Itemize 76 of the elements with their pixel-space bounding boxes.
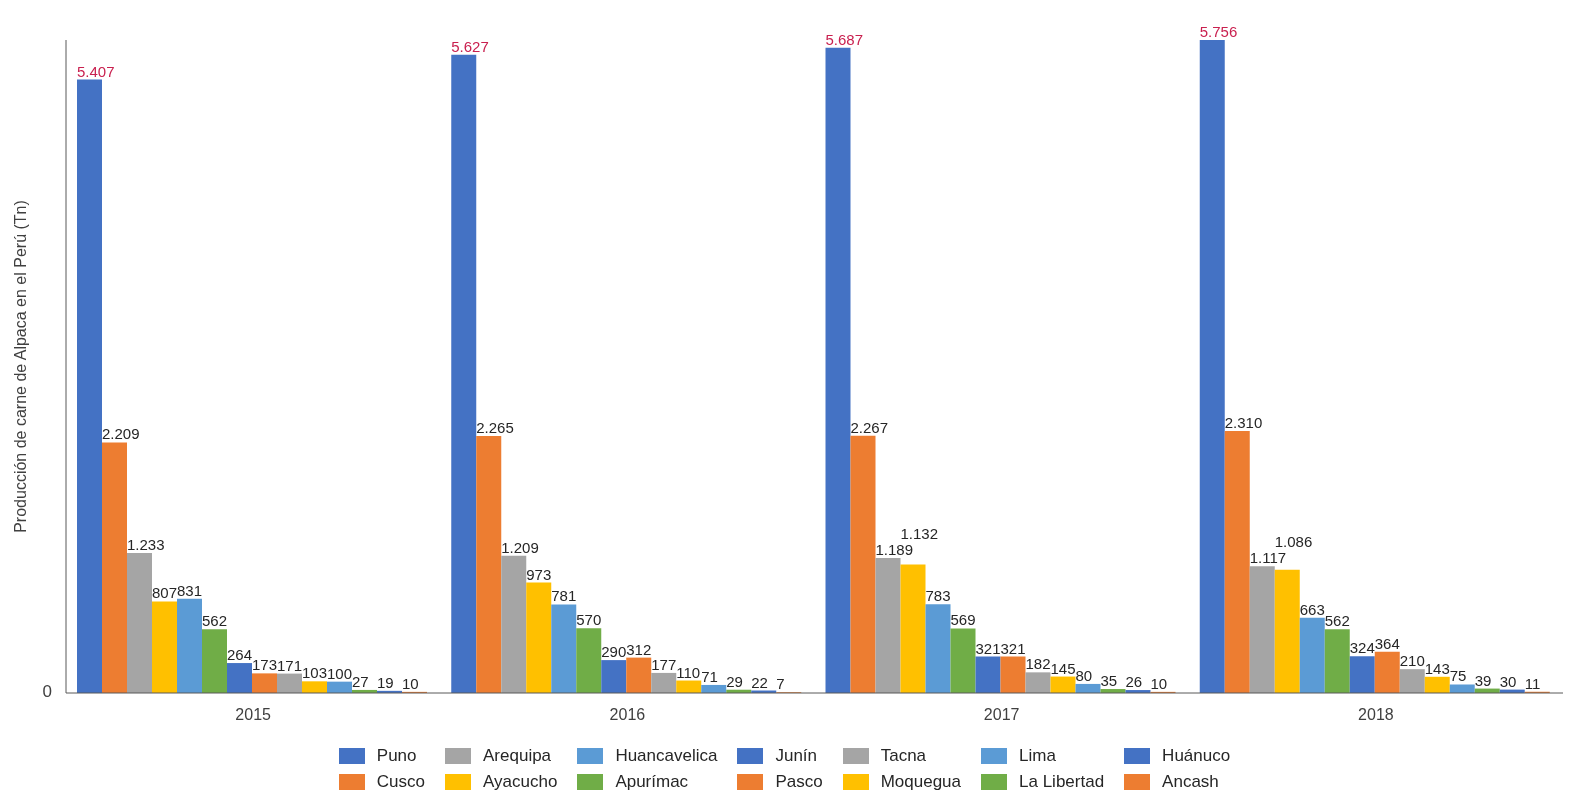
data-label: 1.086 [1274, 533, 1313, 551]
data-label: 562 [1324, 612, 1350, 630]
data-label: 30 [1499, 672, 1517, 690]
data-label: 1.117 [1249, 549, 1287, 567]
data-label: 324 [1349, 639, 1375, 657]
data-label: 39 [1474, 671, 1492, 689]
data-label: 781 [551, 587, 577, 605]
data-label: 5.627 [451, 37, 489, 55]
data-label: 5.756 [1199, 23, 1238, 40]
data-label: 562 [202, 612, 228, 630]
data-label: 7 [776, 675, 785, 693]
legend-label: Ayacucho [483, 772, 558, 792]
data-label: 783 [925, 587, 951, 605]
data-label: 663 [1299, 600, 1325, 618]
data-label: 19 [377, 673, 394, 691]
data-label: 807 [152, 584, 178, 602]
data-label: 177 [651, 655, 677, 673]
legend-label: Arequipa [483, 746, 552, 766]
data-label: 1.209 [501, 538, 539, 556]
y-axis-title: Producción de carne de Alpaca en el Perú (Tn) [11, 200, 29, 533]
data-label: 171 [277, 656, 303, 674]
data-label: 143 [1424, 659, 1450, 677]
data-label: 321 [975, 639, 1001, 657]
legend-label: Tacna [880, 746, 927, 766]
data-label: 2.267 [850, 418, 889, 436]
data-label: 312 [626, 640, 652, 658]
data-label: 973 [526, 565, 552, 583]
data-label: 321 [1000, 639, 1026, 657]
x-tick-label: 2016 [609, 706, 646, 724]
data-label: 5.407 [77, 62, 115, 80]
data-label: 182 [1025, 655, 1051, 673]
data-label: 11 [1524, 674, 1541, 692]
data-label: 22 [751, 673, 768, 691]
data-label: 80 [1075, 666, 1093, 684]
data-label: 210 [1399, 652, 1425, 670]
legend-label: Ancash [1162, 772, 1219, 792]
data-label: 569 [950, 611, 976, 629]
data-label: 570 [576, 611, 602, 629]
legend-label: Cusco [376, 772, 426, 792]
data-label: 10 [402, 674, 419, 692]
data-label: 290 [601, 643, 627, 661]
data-label: 2.310 [1224, 413, 1263, 431]
data-label: 100 [327, 664, 353, 682]
data-label: 10 [1150, 674, 1168, 692]
data-label: 831 [177, 581, 203, 599]
x-tick-label: 2015 [235, 706, 272, 724]
legend-label: Junín [775, 746, 818, 766]
data-label: 26 [1125, 673, 1143, 691]
data-label: 27 [352, 672, 369, 690]
data-label: 1.189 [875, 541, 914, 559]
text: 0 [42, 682, 52, 702]
data-label: 1.132 [900, 525, 939, 543]
data-label: 35 [1100, 672, 1118, 690]
data-label: 2.209 [102, 425, 140, 443]
data-label: 29 [726, 672, 743, 690]
data-label: 145 [1050, 659, 1076, 677]
data-label: 110 [676, 663, 701, 681]
data-label: 364 [1374, 634, 1400, 652]
legend-label: Moquegua [880, 772, 962, 792]
data-label: 5.687 [825, 30, 864, 48]
data-label: 103 [302, 664, 328, 682]
data-label: 71 [701, 667, 718, 685]
legend-label: Apurímac [615, 772, 689, 792]
legend-label: La Libertad [1019, 772, 1105, 792]
x-tick-label: 2017 [983, 706, 1020, 724]
x-tick-label: 2018 [1358, 706, 1394, 724]
legend-label: Huánuco [1162, 746, 1231, 766]
legend-label: Huancavelica [615, 746, 718, 766]
legend-label: Puno [376, 746, 417, 766]
data-label: 1.233 [127, 536, 165, 554]
legend-label: Lima [1019, 746, 1056, 766]
legend-label: Pasco [775, 772, 823, 792]
data-label: 173 [252, 656, 278, 674]
data-label: 2.265 [476, 419, 514, 437]
data-label: 75 [1449, 667, 1467, 685]
data-label: 264 [227, 646, 253, 664]
